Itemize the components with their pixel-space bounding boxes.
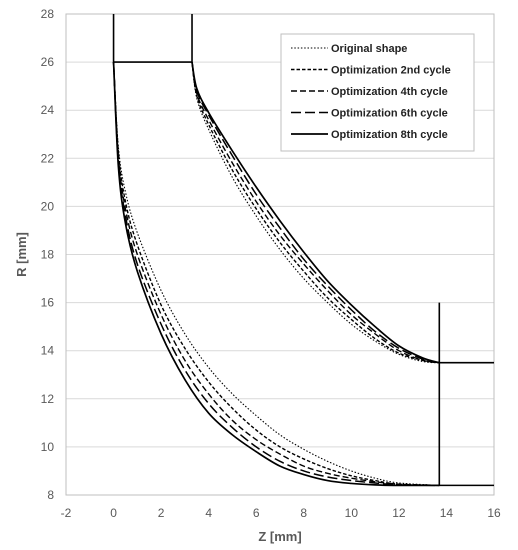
legend-label-4: Optimization 8th cycle <box>331 129 448 141</box>
series-2-outer-line <box>191 61 440 364</box>
legend-label-3: Optimization 6th cycle <box>331 108 448 120</box>
y-tick-label: 24 <box>41 103 55 117</box>
series-1 <box>112 62 440 487</box>
boundary-segment-0 <box>112 14 193 63</box>
y-tick-label: 20 <box>41 199 55 213</box>
y-tick-labels: 8 10 12 14 16 18 20 22 24 26 28 <box>41 7 55 502</box>
x-tick-label: 2 <box>158 506 165 520</box>
y-tick-label: 18 <box>41 248 55 262</box>
boundary-layer <box>112 14 494 487</box>
x-tick-label: 14 <box>440 506 454 520</box>
series-0-outer-line <box>191 62 440 364</box>
x-tick-label: 16 <box>487 506 501 520</box>
series-4-outer-line <box>191 61 440 364</box>
y-axis-label: R [mm] <box>14 232 29 277</box>
x-axis-label: Z [mm] <box>258 529 301 544</box>
x-tick-label: 12 <box>392 506 406 520</box>
y-tick-label: 22 <box>41 151 55 165</box>
legend-label-0: Original shape <box>331 43 407 55</box>
x-tick-label: 10 <box>345 506 359 520</box>
x-tick-label: 0 <box>110 506 117 520</box>
legend-box <box>280 33 475 152</box>
series-2-inner-line <box>112 62 440 487</box>
y-tick-label: 16 <box>41 296 55 310</box>
y-tick-label: 8 <box>47 488 54 502</box>
y-tick-label: 12 <box>41 392 55 406</box>
series-3-inner-line <box>112 62 440 487</box>
series-0-inner-line <box>113 62 440 486</box>
x-tick-label: -2 <box>61 506 72 520</box>
series-3 <box>112 61 440 487</box>
plot-frame <box>65 13 495 496</box>
legend-label-1: Optimization 2nd cycle <box>331 65 451 77</box>
series-1-inner-line <box>112 62 440 487</box>
series-0 <box>113 62 440 486</box>
legend: Original shape Optimization 2nd cycle Opti… <box>280 33 475 152</box>
x-tick-label: 6 <box>253 506 260 520</box>
y-tick-label: 28 <box>41 7 55 21</box>
legend-label-2: Optimization 4th cycle <box>331 86 448 98</box>
series-4 <box>112 61 440 487</box>
y-tick-label: 26 <box>41 55 55 69</box>
series-layer <box>112 61 440 487</box>
x-tick-label: 8 <box>300 506 307 520</box>
y-tick-label: 14 <box>41 344 55 358</box>
y-tick-label: 10 <box>41 440 55 454</box>
series-3-outer-line <box>191 61 440 364</box>
series-2 <box>112 61 440 487</box>
x-tick-label: 4 <box>205 506 212 520</box>
series-4-inner-line <box>112 62 440 487</box>
x-tick-labels: -2 0 2 4 6 8 10 12 14 16 <box>61 506 501 520</box>
